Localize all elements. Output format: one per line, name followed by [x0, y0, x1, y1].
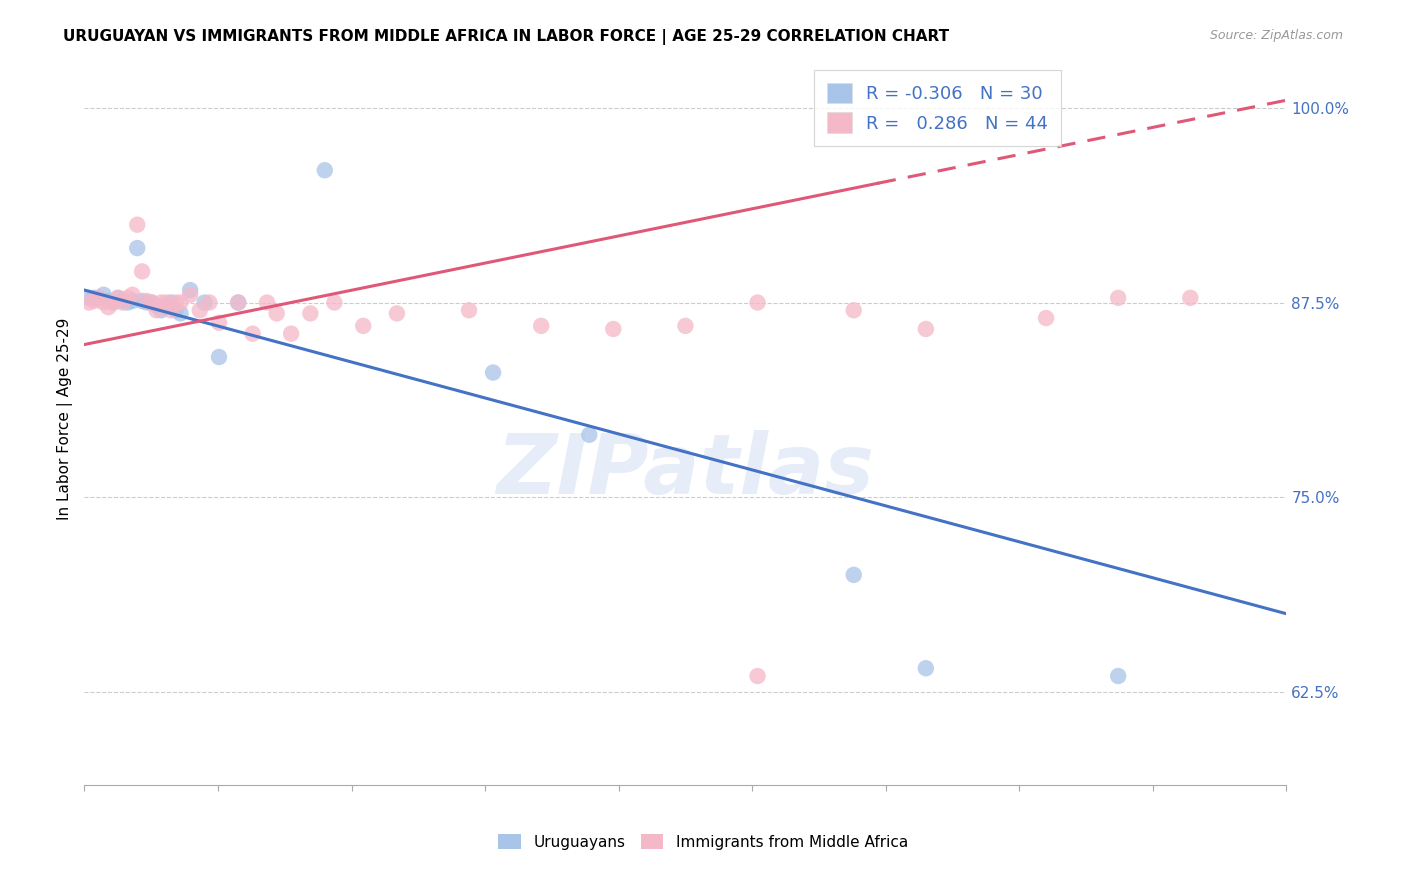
- Point: [145, 303, 167, 318]
- Point: [208, 316, 231, 330]
- Point: [83, 291, 105, 305]
- Point: [127, 218, 149, 232]
- Text: Source: ZipAtlas.com: Source: ZipAtlas.com: [1209, 29, 1343, 42]
- Point: [314, 163, 336, 178]
- Point: [77, 291, 100, 305]
- Point: [145, 299, 167, 313]
- Point: [103, 295, 125, 310]
- Point: [675, 318, 697, 333]
- Point: [111, 295, 134, 310]
- Point: [747, 669, 769, 683]
- Point: [226, 295, 249, 310]
- Point: [915, 661, 938, 675]
- Point: [1180, 291, 1202, 305]
- Point: [226, 295, 249, 310]
- Point: [117, 291, 139, 305]
- Point: [87, 291, 110, 305]
- Point: [242, 326, 264, 341]
- Point: [121, 287, 143, 301]
- Point: [165, 303, 187, 318]
- Point: [117, 295, 139, 310]
- Point: [127, 241, 149, 255]
- Point: [135, 295, 157, 310]
- Point: [1107, 291, 1129, 305]
- Point: [150, 295, 173, 310]
- Point: [135, 293, 157, 308]
- Point: [842, 567, 865, 582]
- Point: [97, 300, 120, 314]
- Point: [93, 295, 115, 310]
- Y-axis label: In Labor Force | Age 25-29: In Labor Force | Age 25-29: [58, 318, 73, 520]
- Point: [198, 295, 221, 310]
- Point: [323, 295, 346, 310]
- Point: [131, 293, 153, 308]
- Point: [155, 300, 177, 314]
- Point: [266, 306, 288, 320]
- Point: [578, 427, 600, 442]
- Point: [107, 291, 129, 305]
- Point: [458, 303, 481, 318]
- Point: [915, 322, 938, 336]
- Legend: Uruguayans, Immigrants from Middle Africa: Uruguayans, Immigrants from Middle Afric…: [492, 828, 914, 855]
- Text: ZIPatlas: ZIPatlas: [496, 430, 875, 511]
- Point: [77, 295, 100, 310]
- Point: [530, 318, 553, 333]
- Point: [299, 306, 322, 320]
- Point: [87, 291, 110, 305]
- Point: [107, 291, 129, 305]
- Point: [111, 293, 134, 308]
- Point: [482, 366, 505, 380]
- Point: [131, 264, 153, 278]
- Point: [1107, 669, 1129, 683]
- Point: [121, 293, 143, 308]
- Point: [385, 306, 408, 320]
- Point: [141, 295, 163, 310]
- Point: [208, 350, 231, 364]
- Text: URUGUAYAN VS IMMIGRANTS FROM MIDDLE AFRICA IN LABOR FORCE | AGE 25-29 CORRELATIO: URUGUAYAN VS IMMIGRANTS FROM MIDDLE AFRI…: [63, 29, 949, 45]
- Point: [160, 295, 183, 310]
- Point: [141, 295, 163, 310]
- Point: [179, 283, 201, 297]
- Point: [842, 303, 865, 318]
- Point: [155, 295, 177, 310]
- Point: [165, 295, 187, 310]
- Point: [103, 295, 125, 310]
- Point: [97, 293, 120, 308]
- Point: [160, 303, 183, 318]
- Point: [83, 293, 105, 308]
- Point: [150, 303, 173, 318]
- Point: [169, 295, 191, 310]
- Point: [169, 306, 191, 320]
- Point: [179, 287, 201, 301]
- Point: [1035, 311, 1057, 326]
- Point: [256, 295, 278, 310]
- Point: [280, 326, 302, 341]
- Point: [188, 303, 211, 318]
- Point: [93, 287, 115, 301]
- Legend: R = -0.306   N = 30, R =   0.286   N = 44: R = -0.306 N = 30, R = 0.286 N = 44: [814, 70, 1062, 146]
- Point: [747, 295, 769, 310]
- Point: [194, 295, 217, 310]
- Point: [602, 322, 624, 336]
- Point: [352, 318, 374, 333]
